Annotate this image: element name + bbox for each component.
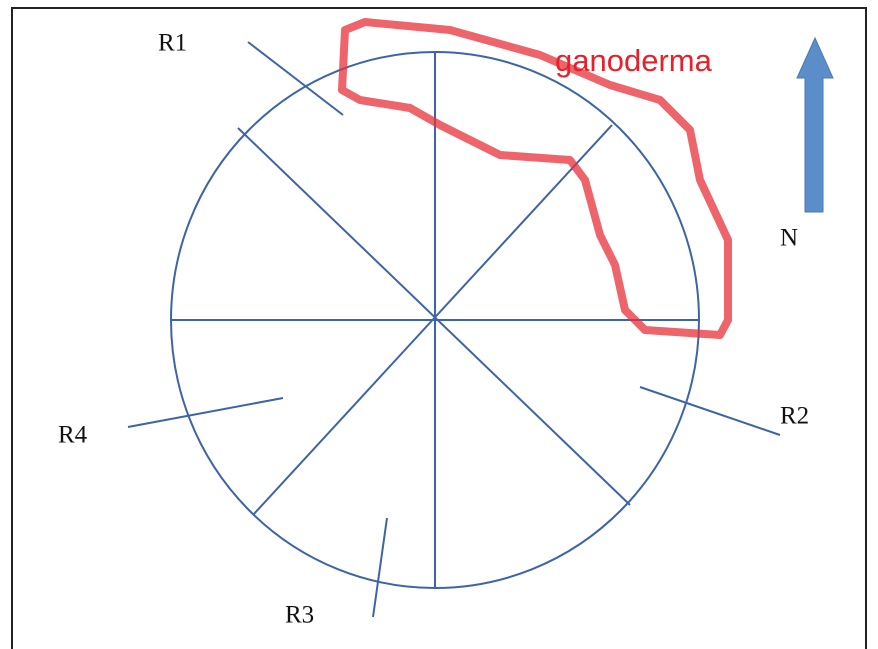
region-label: R2 (780, 403, 809, 430)
region-label: R4 (58, 422, 88, 449)
ganoderma-outline (338, 18, 732, 339)
leader-line (247, 41, 344, 116)
north-arrow (796, 36, 834, 213)
plot-circle (170, 51, 700, 589)
leader-line (639, 386, 781, 436)
leader-line (127, 397, 284, 428)
region-label: R3 (285, 602, 314, 629)
north-label: N (780, 225, 798, 252)
leaders (127, 41, 781, 618)
divider (237, 127, 631, 506)
leader-line (372, 517, 388, 618)
region-label: R1 (158, 30, 187, 57)
divider (252, 124, 613, 516)
annotation: ganoderma (555, 43, 713, 78)
frame (11, 7, 867, 649)
